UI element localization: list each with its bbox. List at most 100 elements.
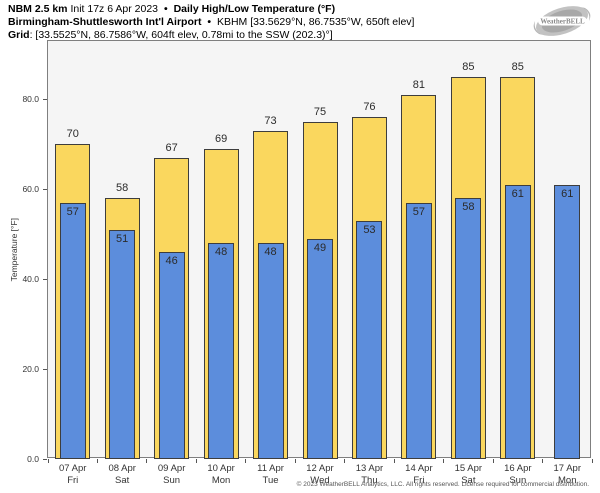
y-axis-tick-label: 80.0 [22,94,39,104]
high-temp-value: 85 [462,60,475,73]
chart-title: Daily High/Low Temperature (°F) [173,3,336,15]
x-axis-tick [146,459,148,463]
category-date: 13 Apr [355,463,384,474]
x-axis-tick [591,459,593,463]
low-temp-value: 48 [214,246,228,258]
category-date: 16 Apr [504,463,532,474]
category-day: Mon [558,474,577,486]
x-axis-category-label: 12 Apr Wed [295,463,344,486]
category-day: Sat [461,474,476,486]
x-axis-category-label: 07 Apr Fri [48,463,97,486]
copyright-notice: © 2023 WeatherBELL Analytics, LLC. All r… [296,481,589,488]
low-temp-bar [158,252,185,459]
hurricane-swirl-icon: WeatherBELL [533,6,591,36]
category-date: 17 Apr [553,463,581,474]
category-date: 14 Apr [405,463,433,474]
low-temp-value: 46 [165,255,178,267]
low-temp-value: 48 [264,246,277,258]
category-date: 12 Apr [306,463,334,474]
separator-dot: • [207,16,212,28]
x-axis-tick [344,459,346,463]
header-line-1: NBM 2.5 km Init 17z 6 Apr 2023 • Daily H… [8,3,414,16]
model-name: NBM 2.5 km [8,3,68,15]
high-temp-value: 75 [313,105,327,118]
high-temp-value: 73 [264,114,277,127]
weatherbell-logo: WeatherBELL [529,1,595,41]
low-temp-value: 57 [412,205,426,218]
x-axis-category-label: 11 Apr Tue [246,463,295,486]
x-axis-category-label: 10 Apr Mon [196,463,245,486]
low-temp-value: 61 [511,187,524,200]
low-temp-bar [405,202,432,459]
low-temp-bar [307,238,333,459]
category-date: 11 Apr [257,463,284,474]
grid-label: Grid [8,29,30,41]
y-axis-tick [43,368,47,370]
station-name: Birmingham-Shuttlesworth Int'l Airport [8,16,202,28]
x-axis-tick [443,459,445,463]
low-temp-bar [257,243,284,459]
low-temp-bar [208,243,235,459]
x-axis-category-label: 08 Apr Sat [97,463,146,486]
category-day: Mon [211,474,231,486]
high-temp-value: 69 [214,132,228,145]
y-axis-tick [43,278,47,280]
category-day: Sat [115,474,130,486]
category-date: 15 Apr [454,463,483,474]
y-axis-tick [43,188,47,190]
low-temp-value: 53 [363,223,376,236]
category-date: 07 Apr [58,463,87,474]
x-axis-category-label: 16 Apr Sun [493,463,542,486]
low-temp-bar [554,184,581,459]
plot-area: Temperature [°F] 0.0 20.0 40.0 60.0 80.0 70 57… [9,40,593,486]
low-temp-value: 61 [561,187,574,200]
category-day: Sun [163,474,181,486]
x-axis-tick [245,459,247,463]
header-line-2: Birmingham-Shuttlesworth Int'l Airport •… [8,16,414,29]
category-day: Sun [509,474,527,486]
x-axis-tick [542,459,544,463]
x-axis-tick [393,459,395,463]
category-day: Fri [67,474,79,486]
high-temp-value: 70 [66,128,79,140]
high-temp-value: 85 [511,60,524,73]
x-axis-category-label: 15 Apr Sat [444,463,493,486]
high-temp-value: 58 [116,182,129,194]
category-date: 10 Apr [207,463,235,474]
category-day: Wed [310,474,330,486]
chart-header: NBM 2.5 km Init 17z 6 Apr 2023 • Daily H… [8,3,414,42]
low-temp-bar [59,202,86,459]
x-axis-category-label: 14 Apr Fri [394,463,443,486]
low-temp-bar [455,198,482,459]
station-details: KBHM [33.5629°N, 86.7535°W, 650ft elev] [216,16,415,28]
category-day: Tue [262,474,279,486]
x-axis-tick [96,459,98,463]
svg-text:WeatherBELL: WeatherBELL [540,18,585,26]
y-axis-tick [43,98,47,100]
grid-details: : [33.5525°N, 86.7586°W, 604ft elev, 0.7… [29,29,333,41]
low-temp-bar [109,229,136,459]
low-temp-value: 58 [462,201,475,213]
x-axis-category-label: 13 Apr Thu [345,463,394,486]
low-temp-value: 57 [66,205,79,218]
x-axis-tick [195,459,197,463]
category-date: 09 Apr [157,463,186,474]
low-temp-value: 49 [313,241,327,254]
x-axis-category-label: 09 Apr Sun [147,463,196,486]
y-axis-title: Temperature [°F] [9,218,19,282]
high-temp-value: 67 [165,141,178,154]
header-line-3: Grid: [33.5525°N, 86.7586°W, 604ft elev,… [8,29,414,42]
y-axis-tick-label: 0.0 [27,454,39,464]
high-temp-value: 76 [363,101,376,113]
x-axis-tick [47,459,49,463]
y-axis-tick-label: 40.0 [22,274,39,284]
high-temp-value: 81 [412,78,426,91]
low-temp-bar [504,184,531,459]
category-date: 08 Apr [108,463,136,474]
x-axis-category-label: 17 Apr Mon [543,463,592,486]
separator-dot: • [163,3,168,15]
x-axis-tick [492,459,494,463]
category-day: Fri [413,474,425,486]
y-axis-tick-label: 60.0 [22,184,39,194]
